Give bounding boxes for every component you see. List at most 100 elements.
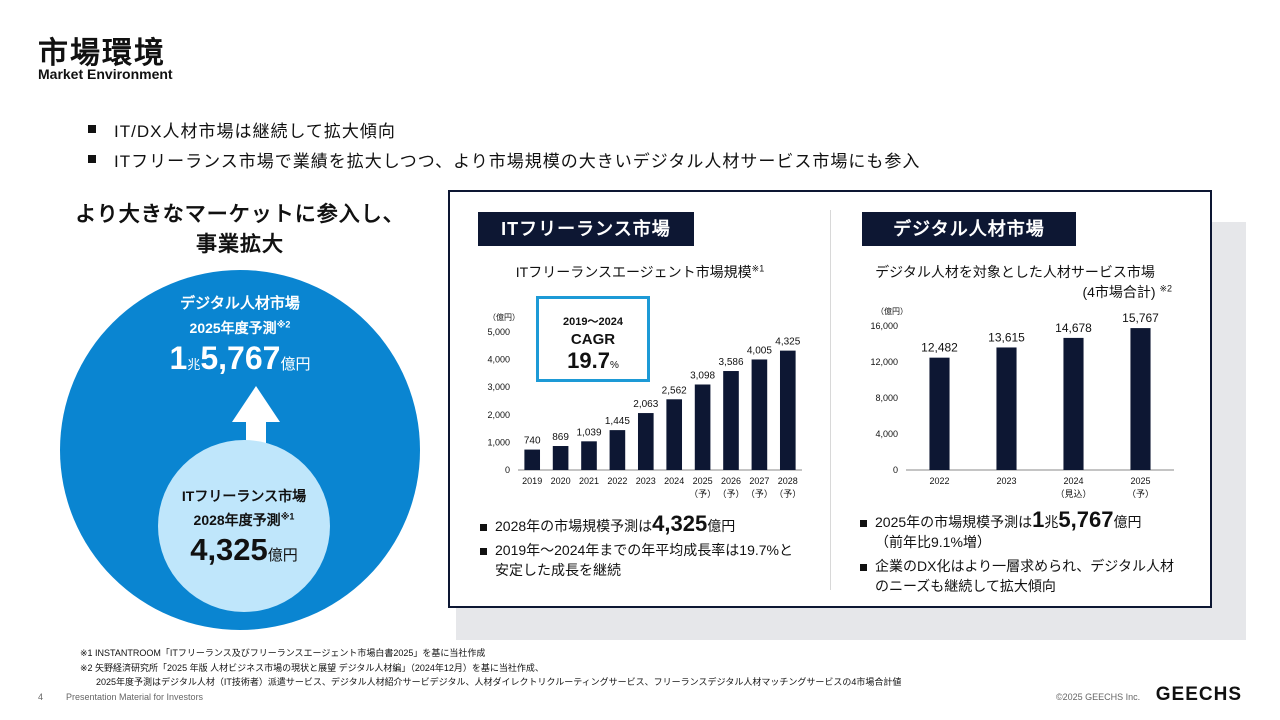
footnote-mark: ※1 bbox=[280, 511, 295, 522]
x-tick-label: 2023 bbox=[996, 476, 1016, 486]
y-tick-label: 5,000 bbox=[487, 327, 510, 337]
it-bullet-text: 2028年の市場規模予測は bbox=[495, 518, 653, 534]
copyright: ©2025 GEECHS Inc. bbox=[1056, 692, 1141, 702]
bar-value-label: 3,098 bbox=[690, 370, 715, 381]
bar bbox=[779, 350, 796, 470]
y-tick-label: 0 bbox=[893, 465, 898, 475]
digital-chart-caption: デジタル人材を対象とした人材サービス市場 (4市場合計) ※2 bbox=[850, 262, 1180, 302]
bar-value-label: 13,615 bbox=[988, 330, 1025, 344]
digital-bullets: 2025年の市場規模予測は1兆5,767億円 （前年比9.1%増） 企業のDX化… bbox=[860, 507, 1200, 596]
footnote: ※1 INSTANTROOM「ITフリーランス及びフリーランスエージェント市場白… bbox=[80, 648, 486, 658]
summary-bullet: IT/DX人材市場は継続して拡大傾向 bbox=[88, 114, 920, 144]
it-chart-caption-text: ITフリーランスエージェント市場規模 bbox=[515, 264, 752, 280]
market-heading-line: より大きなマーケットに参入し、 bbox=[75, 203, 405, 226]
digital-bullet-text: 企業のDX化はより一層求められ、デジタル人材 bbox=[875, 558, 1175, 574]
it-freelance-circle bbox=[158, 440, 330, 612]
it-chart-caption: ITフリーランスエージェント市場規模※1 bbox=[470, 262, 810, 282]
y-tick-label: 2,000 bbox=[487, 410, 510, 420]
digital-bullet-number: 1 bbox=[1032, 507, 1045, 532]
it-market-title: ITフリーランス市場 bbox=[478, 212, 694, 246]
unit-trillion: 兆 bbox=[187, 357, 201, 372]
cagr-value: 19.7% bbox=[539, 348, 647, 374]
it-freelance-sublabel: 2028年度予測※1 bbox=[158, 510, 330, 530]
panel-divider bbox=[830, 210, 831, 590]
it-bullet-continuation: 安定した成長を継続 bbox=[495, 562, 621, 578]
y-tick-label: 1,000 bbox=[487, 437, 510, 447]
y-tick-label: 4,000 bbox=[487, 355, 510, 365]
digital-bullet-continuation: のニーズも継続して拡大傾向 bbox=[875, 578, 1056, 594]
x-tick-sublabel: （予） bbox=[717, 489, 744, 499]
digital-bullet-unit: 億円 bbox=[1113, 514, 1142, 530]
bar-value-label: 2,562 bbox=[662, 385, 687, 396]
bar-value-label: 869 bbox=[552, 432, 569, 443]
cagr-number: 19.7 bbox=[567, 348, 610, 373]
footnote-mark: ※2 bbox=[1159, 283, 1172, 294]
it-bullet-number: 4,325 bbox=[652, 511, 708, 536]
company-logo: GEECHS bbox=[1155, 684, 1242, 705]
x-tick-label: 2028 bbox=[778, 476, 798, 486]
digital-bullet: 2025年の市場規模予測は1兆5,767億円 bbox=[860, 507, 1200, 532]
panel-shadow bbox=[456, 608, 1246, 640]
summary-bullets: IT/DX人材市場は継続して拡大傾向 ITフリーランス市場で業績を拡大しつつ、よ… bbox=[88, 114, 920, 174]
digital-market-label: デジタル人材市場 bbox=[180, 295, 300, 312]
it-bullets: 2028年の市場規模予測は4,325億円 2019年〜2024年までの年平均成長… bbox=[480, 511, 820, 580]
bar-value-label: 1,445 bbox=[605, 416, 630, 427]
digital-market-value: 1兆5,767億円 bbox=[60, 340, 420, 377]
footnote: ※2 矢野経済研究所「2025 年版 人材ビジネス市場の現状と展望 デジタル人材… bbox=[80, 663, 544, 673]
digital-chart-caption-sub: (4市場合計) bbox=[1082, 284, 1156, 300]
x-tick-label: 2024 bbox=[1063, 476, 1083, 486]
square-bullet-icon bbox=[480, 547, 487, 555]
summary-bullet-text: ITフリーランス市場で業績を拡大しつつ、より市場規模の大きいデジタル人材サービス… bbox=[114, 151, 921, 171]
it-freelance-value: 4,325億円 bbox=[158, 532, 330, 568]
x-tick-label: 2020 bbox=[551, 476, 571, 486]
y-tick-label: 8,000 bbox=[875, 393, 898, 403]
bar-value-label: 4,005 bbox=[747, 345, 772, 356]
market-heading-line: 事業拡大 bbox=[196, 233, 284, 256]
digital-chart-caption-line: (4市場合計) ※2 bbox=[850, 282, 1180, 302]
y-tick-label: 3,000 bbox=[487, 382, 510, 392]
it-bullet-text: 2019年〜2024年までの年平均成長率は19.7%と bbox=[495, 542, 793, 558]
bar-value-label: 15,767 bbox=[1122, 311, 1159, 325]
bar bbox=[666, 399, 683, 470]
bar-value-label: 14,678 bbox=[1055, 321, 1092, 335]
square-bullet-icon bbox=[860, 519, 867, 527]
bar bbox=[929, 357, 950, 470]
y-tick-label: 0 bbox=[505, 465, 510, 475]
bar-value-label: 4,325 bbox=[775, 337, 800, 348]
bar-value-label: 740 bbox=[524, 436, 541, 447]
cagr-period: 2019〜2024 bbox=[563, 316, 623, 328]
digital-market-forecast: 2025年度予測 bbox=[189, 320, 277, 336]
x-tick-label: 2026 bbox=[721, 476, 741, 486]
market-heading: より大きなマーケットに参入し、 事業拡大 bbox=[60, 200, 420, 260]
bar bbox=[996, 347, 1017, 470]
digital-bullet: 企業のDX化はより一層求められ、デジタル人材 bbox=[860, 556, 1200, 576]
value-billion: 5,767 bbox=[200, 340, 281, 376]
x-tick-label: 2022 bbox=[929, 476, 949, 486]
cagr-unit: % bbox=[609, 360, 619, 371]
square-bullet-icon bbox=[480, 523, 487, 531]
bar bbox=[552, 446, 569, 470]
y-tick-label: 12,000 bbox=[870, 357, 898, 367]
digital-bullet-unit: 兆 bbox=[1044, 514, 1059, 530]
digital-bullet-text: 2025年の市場規模予測は bbox=[875, 514, 1033, 530]
bar bbox=[524, 449, 541, 470]
it-bullet: 2028年の市場規模予測は4,325億円 bbox=[480, 511, 820, 536]
x-tick-label: 2023 bbox=[636, 476, 656, 486]
y-axis-unit: （億円） bbox=[876, 306, 908, 316]
value-billion: 4,325 bbox=[190, 532, 268, 567]
x-tick-label: 2021 bbox=[579, 476, 599, 486]
up-arrow-icon bbox=[232, 386, 280, 462]
it-bullet: 2019年〜2024年までの年平均成長率は19.7%と bbox=[480, 540, 820, 560]
digital-market-title: デジタル人材市場 bbox=[862, 212, 1076, 246]
y-tick-label: 16,000 bbox=[870, 321, 898, 331]
x-tick-sublabel: （予） bbox=[746, 489, 773, 499]
cagr-box: 2019〜2024 CAGR 19.7% bbox=[536, 296, 650, 382]
page-subtitle: Market Environment bbox=[38, 66, 173, 82]
square-bullet-icon bbox=[88, 125, 96, 133]
square-bullet-icon bbox=[860, 563, 867, 571]
bar bbox=[694, 384, 711, 470]
bar bbox=[637, 413, 654, 470]
digital-chart-caption-line: デジタル人材を対象とした人材サービス市場 bbox=[875, 264, 1155, 280]
digital-bullet-continuation: （前年比9.1%増） bbox=[875, 534, 991, 550]
x-tick-label: 2025 bbox=[693, 476, 713, 486]
